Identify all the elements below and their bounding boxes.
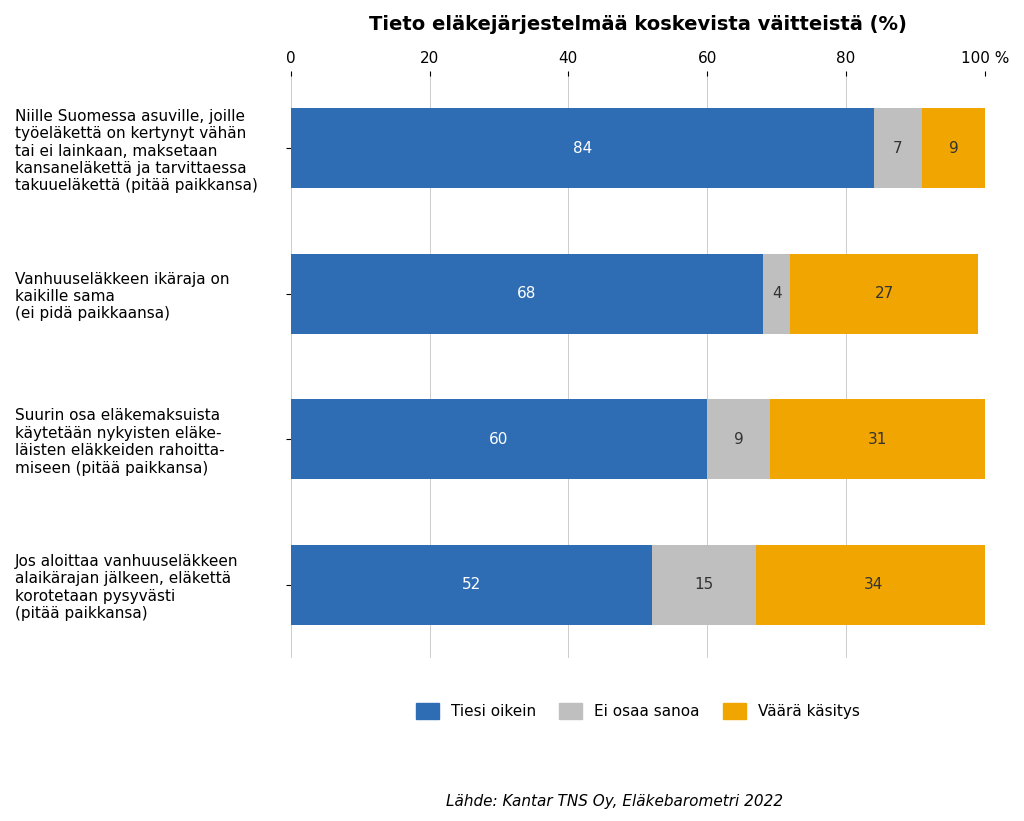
Text: 34: 34 [864,577,884,592]
Text: 9: 9 [733,432,743,447]
Bar [770,399,985,479]
Bar [791,254,978,334]
Text: 31: 31 [867,432,887,447]
Bar [756,545,992,625]
Bar [708,399,770,479]
Bar [873,108,923,188]
Text: 68: 68 [517,287,537,301]
Bar [291,254,763,334]
Text: 84: 84 [572,141,592,156]
Text: Lähde: Kantar TNS Oy, Eläkebarometri 2022: Lähde: Kantar TNS Oy, Eläkebarometri 202… [445,794,783,809]
Bar [923,108,985,188]
Legend: Tiesi oikein, Ei osaa sanoa, Väärä käsitys: Tiesi oikein, Ei osaa sanoa, Väärä käsit… [410,697,865,726]
Text: 52: 52 [462,577,481,592]
Text: 7: 7 [893,141,903,156]
Text: 60: 60 [489,432,509,447]
Bar [651,545,756,625]
Text: 27: 27 [874,287,894,301]
Text: 15: 15 [694,577,714,592]
Bar [763,254,791,334]
Bar [291,108,873,188]
Text: 4: 4 [772,287,781,301]
Bar [291,545,651,625]
Bar [291,399,708,479]
Title: Tieto eläkejärjestelmää koskevista väitteistä (%): Tieto eläkejärjestelmää koskevista väitt… [369,15,906,34]
Text: 9: 9 [948,141,958,156]
